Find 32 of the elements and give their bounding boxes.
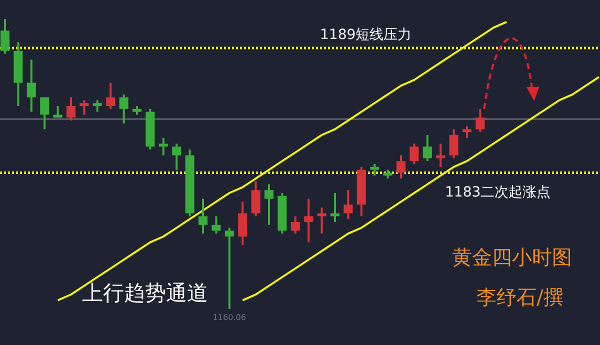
candlestick [238,200,248,246]
candlestick [212,215,221,235]
candlestick [449,128,458,160]
ref-line-label: 1183二次起涨点 [445,184,551,201]
candlestick [172,142,182,171]
text: 1160.06 [212,313,246,322]
candlestick [410,142,419,165]
candlestick [40,96,50,130]
candlestick [476,108,485,134]
text: 李纾石/撰 [476,285,564,309]
candlestick [198,198,208,235]
candlestick [251,180,260,218]
candlestick [80,99,89,116]
candlestick [370,163,380,177]
candlestick [0,18,10,55]
candlestick [344,189,353,220]
candlestick [106,82,116,110]
candlestick [119,93,128,124]
candlestick [462,125,472,139]
candlestick [158,136,168,156]
ref-line-label: 1189短线压力 [320,27,412,43]
candlestick [396,154,406,180]
candlestick [304,198,314,244]
candlestick [422,134,432,162]
text: 黄金四小时图 [452,245,572,269]
candlestick [26,58,36,113]
candlestick [224,226,234,310]
candlestick [290,215,300,235]
candlestick [66,96,76,122]
candlestick [264,183,274,226]
annotation: 上行趋势通道 [82,281,208,305]
candlestick [92,99,102,113]
